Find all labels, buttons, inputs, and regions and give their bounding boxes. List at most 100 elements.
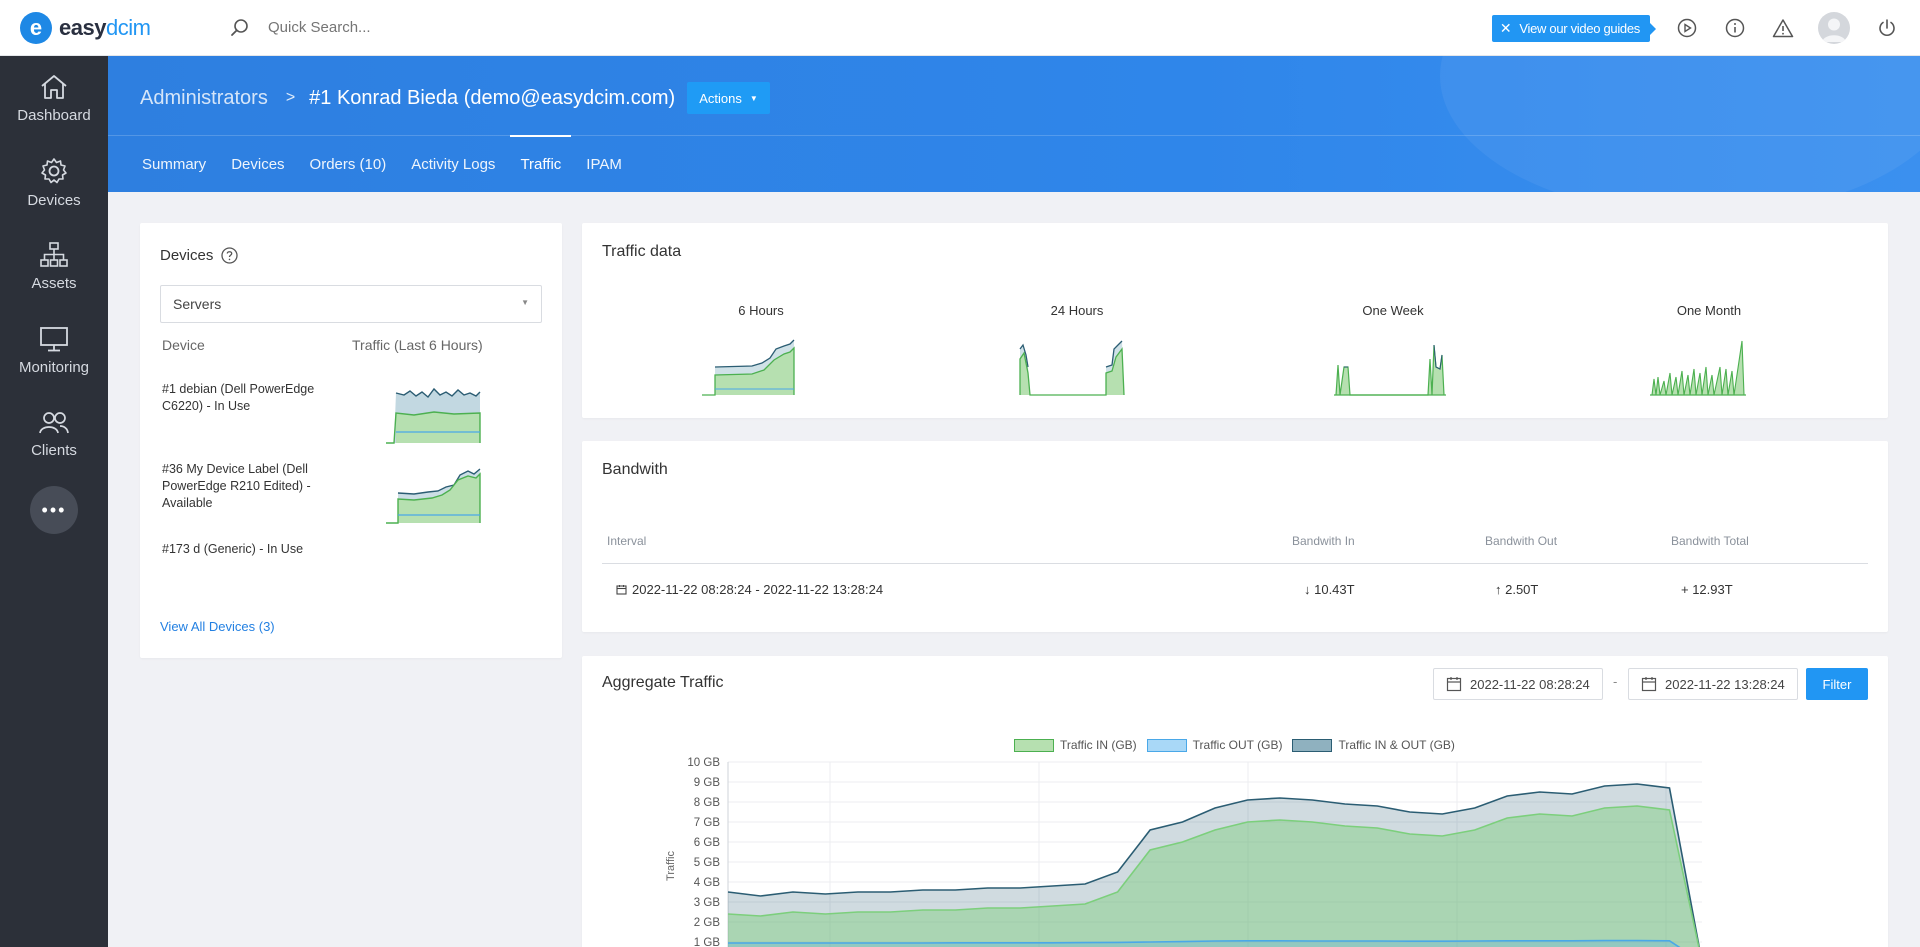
tab-summary[interactable]: Summary (142, 155, 207, 173)
page-header: Administrators > #1 Konrad Bieda (demo@e… (108, 56, 1920, 192)
column-header-traffic: Traffic (Last 6 Hours) (352, 337, 483, 353)
y-tick-label: 10 GB (687, 757, 720, 769)
legend-swatch-out (1146, 738, 1187, 752)
devices-card-title: Devices (160, 247, 239, 264)
y-tick-label: 6 GB (694, 837, 721, 849)
period-label-6h: 6 Hours (738, 303, 784, 318)
calendar-icon (1641, 677, 1657, 692)
bandwidth-out-value: ↑ 2.50T (1495, 582, 1539, 597)
y-tick-label: 3 GB (694, 897, 721, 909)
device-row-1[interactable]: #1 debian (Dell PowerEdge C6220) - In Us… (162, 382, 315, 413)
search-icon[interactable] (230, 18, 250, 38)
calendar-icon (616, 585, 627, 595)
sidebar-item-label: Clients (31, 441, 77, 459)
close-icon[interactable]: ✕ (1499, 19, 1512, 36)
chevron-right-icon: > (285, 89, 296, 106)
bandwidth-header-in: Bandwith In (1292, 534, 1355, 548)
bandwidth-header-out: Bandwith Out (1485, 534, 1558, 548)
date-to-input[interactable]: 2022-11-22 13:28:24 (1628, 668, 1798, 700)
device-type-select[interactable]: Servers ▼ (160, 285, 542, 323)
bandwidth-total-value: + 12.93T (1681, 582, 1733, 597)
aggregate-traffic-card: Aggregate Traffic 2022-11-22 08:28:24 - … (582, 656, 1888, 947)
play-icon[interactable] (1676, 17, 1698, 39)
sidebar-item-monitoring[interactable]: Monitoring (0, 308, 108, 392)
header-divider (108, 135, 1920, 136)
traffic-chart-24h[interactable] (1018, 337, 1138, 397)
home-icon (41, 74, 67, 99)
chart-legend: Traffic IN (GB) Traffic OUT (GB) Traffic… (1014, 738, 1465, 752)
calendar-icon (1446, 677, 1462, 692)
traffic-chart-month[interactable] (1650, 337, 1770, 397)
tab-orders[interactable]: Orders (10) (309, 155, 387, 173)
sidebar-item-dashboard[interactable]: Dashboard (0, 56, 108, 140)
sidebar-item-label: Devices (27, 191, 81, 209)
view-all-devices-link[interactable]: View All Devices (3) (160, 619, 275, 634)
tab-ipam[interactable]: IPAM (586, 155, 622, 173)
tab-bar: Summary Devices Orders (10) Activity Log… (142, 135, 647, 192)
video-guides-label: View our video guides (1519, 20, 1640, 36)
tab-devices[interactable]: Devices (231, 155, 285, 173)
search-input[interactable] (268, 19, 568, 36)
date-range-separator: - (1613, 674, 1618, 689)
devices-title-text: Devices (160, 247, 214, 264)
logo-text-easy: easy (59, 14, 106, 40)
device-traffic-sparkline (386, 468, 481, 524)
help-icon[interactable] (221, 247, 239, 264)
device-row-2[interactable]: #36 My Device Label (Dell PowerEdge R210… (162, 462, 311, 510)
y-tick-label: 2 GB (694, 917, 721, 929)
sidebar-item-clients[interactable]: Clients (0, 392, 108, 476)
info-icon[interactable] (1724, 17, 1746, 39)
sidebar-item-label: Dashboard (17, 106, 91, 124)
bandwidth-interval: 2022-11-22 08:28:24 - 2022-11-22 13:28:2… (616, 582, 883, 597)
legend-item-out[interactable]: Traffic OUT (GB) (1146, 738, 1282, 752)
sidebar-item-label: Monitoring (18, 358, 90, 376)
breadcrumb-parent[interactable]: Administrators (140, 86, 268, 109)
bandwidth-header-total: Bandwith Total (1671, 534, 1749, 548)
period-label-month: One Month (1676, 303, 1742, 318)
aggregate-traffic-chart[interactable]: Traffic 10 GB 9 GB 8 GB 7 GB 6 GB 5 GB 4 GB 3 GB… (662, 756, 1802, 947)
sidebar-item-devices[interactable]: Devices (0, 140, 108, 224)
header-decoration (1440, 56, 1920, 192)
period-label-week: One Week (1362, 303, 1424, 318)
bandwidth-title: Bandwith (602, 461, 668, 478)
avatar[interactable] (1818, 12, 1850, 44)
traffic-chart-week[interactable] (1334, 337, 1454, 397)
tab-activity-logs[interactable]: Activity Logs (411, 155, 496, 173)
actions-button[interactable]: Actions ▼ (687, 82, 770, 114)
date-from-input[interactable]: 2022-11-22 08:28:24 (1433, 668, 1603, 700)
bandwidth-header-interval: Interval (607, 534, 647, 548)
series-line (728, 939, 1681, 947)
logo-mark: e (20, 11, 52, 44)
y-tick-label: 7 GB (694, 817, 721, 829)
breadcrumb: Administrators > #1 Konrad Bieda (demo@e… (140, 82, 770, 114)
sidebar: Dashboard Devices Assets Monitoring Clie… (0, 56, 108, 947)
sidebar-item-assets[interactable]: Assets (0, 224, 108, 308)
legend-item-total[interactable]: Traffic IN & OUT (GB) (1292, 738, 1455, 752)
filter-button[interactable]: Filter (1806, 668, 1868, 700)
warning-icon[interactable] (1772, 17, 1794, 39)
traffic-chart-6h[interactable] (702, 337, 822, 397)
logo[interactable]: e easydcim (20, 11, 210, 44)
top-bar: e easydcim ✕ View our video guides (0, 0, 1920, 56)
bandwidth-interval-value: 2022-11-22 08:28:24 - 2022-11-22 13:28:2… (632, 582, 884, 597)
series-line (727, 783, 1701, 947)
monitor-icon (40, 326, 68, 351)
sitemap-icon (40, 241, 68, 267)
series-area (728, 806, 1699, 947)
power-icon[interactable] (1876, 17, 1898, 39)
legend-item-in[interactable]: Traffic IN (GB) (1014, 738, 1137, 752)
more-menu-button[interactable]: ••• (30, 486, 78, 534)
legend-swatch-total (1292, 738, 1333, 752)
date-from-value: 2022-11-22 08:28:24 (1470, 676, 1590, 692)
video-guides-button[interactable]: ✕ View our video guides (1491, 14, 1657, 42)
aggregate-title: Aggregate Traffic (602, 674, 724, 691)
device-traffic-sparkline (386, 387, 481, 444)
traffic-data-card: Traffic data 6 Hours 24 Hours One Week O… (582, 223, 1888, 418)
caret-down-icon: ▼ (521, 298, 529, 307)
tab-traffic[interactable]: Traffic (510, 135, 572, 192)
y-tick-label: 1 GB (694, 937, 721, 947)
devices-card: Devices Servers ▼ Device Traffic (Last 6… (140, 223, 562, 658)
device-row-3[interactable]: #173 d (Generic) - In Use (162, 542, 304, 556)
users-icon (39, 411, 69, 433)
device-type-value: Servers (173, 296, 222, 312)
